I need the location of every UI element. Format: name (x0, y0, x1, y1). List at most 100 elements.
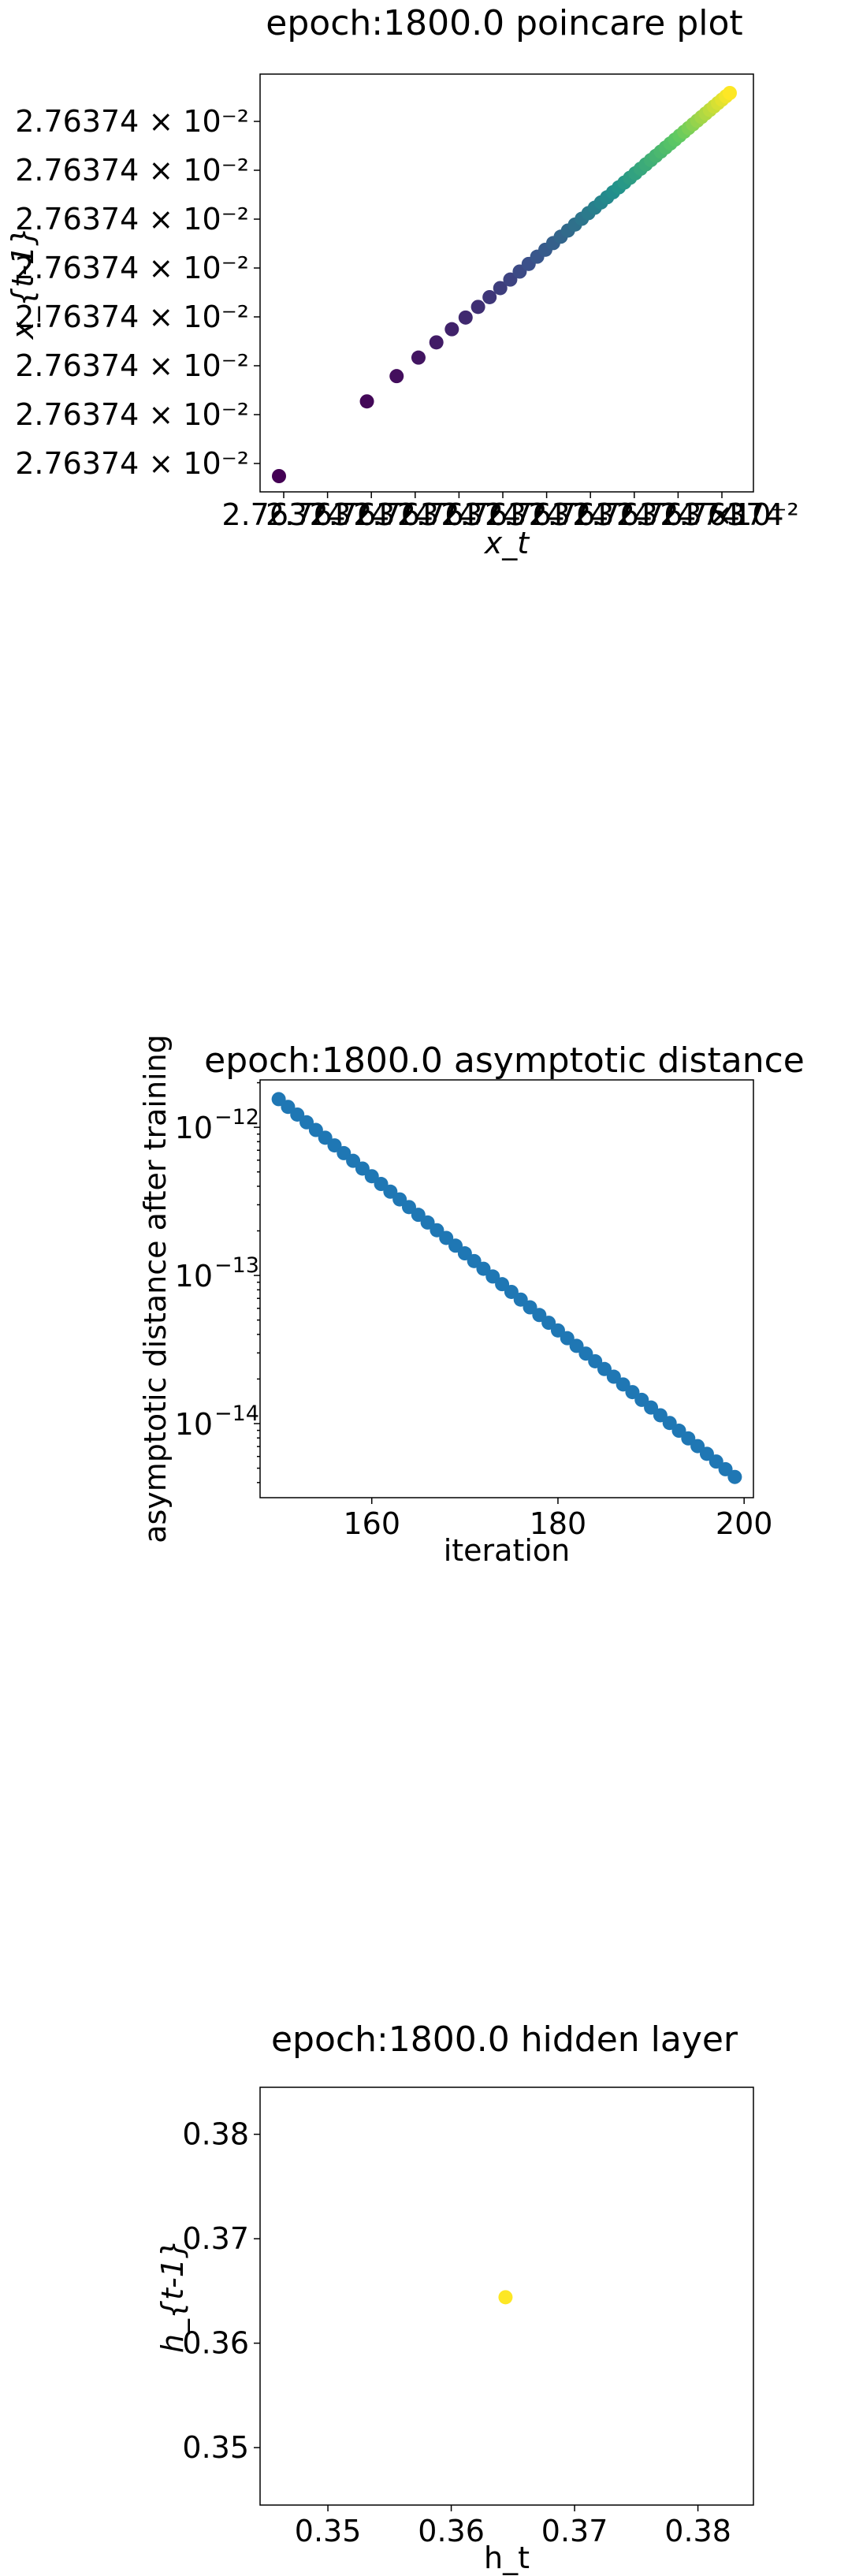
poincare-xtick-label: 2.76374 (310, 497, 433, 532)
poincare-xtick-label: 2.76374 (221, 497, 345, 532)
asymptotic-point (727, 1469, 742, 1484)
poincare-ytick-label: 2.76374 × 10⁻² (15, 348, 249, 383)
poincare-point (411, 350, 426, 365)
asymptotic-point (504, 1284, 519, 1299)
asymptotic-point (374, 1177, 389, 1192)
asymptotic-point (718, 1461, 733, 1476)
poincare-y-ticks: 2.76374 × 10⁻² 2.76374 × 10⁻² 2.76374 × 10… (15, 104, 260, 481)
asymptotic-point (327, 1138, 342, 1153)
poincare-xlabel: x_t (484, 526, 530, 560)
asymptotic-point (662, 1416, 677, 1431)
hidden-point (498, 2290, 513, 2305)
asymptotic-point (569, 1338, 584, 1353)
hidden-points (498, 2290, 513, 2305)
hidden-y-ticks: 0.35 0.36 0.37 0.38 (182, 2117, 260, 2465)
asymptotic-points (271, 1092, 742, 1484)
asymptotic-point (616, 1377, 630, 1392)
asymptotic-point (495, 1277, 510, 1292)
poincare-point (723, 86, 737, 100)
poincare-point (272, 469, 286, 483)
poincare-ytick-label: 2.76374 × 10⁻² (15, 104, 249, 139)
asymptotic-point (485, 1269, 500, 1284)
asymptotic-point (281, 1100, 296, 1115)
asymptotic-ytick-exponent: −14 (214, 1402, 259, 1426)
poincare-chart: epoch:1800.0 poincare plot 2.76374 × 10⁻… (6, 3, 799, 560)
asymptotic-point (383, 1184, 398, 1199)
asymptotic-point (439, 1230, 454, 1245)
poincare-point (389, 369, 404, 384)
asymptotic-point (448, 1238, 463, 1253)
asymptotic-point (597, 1361, 612, 1376)
asymptotic-point (271, 1092, 286, 1107)
hidden-x-ticks: 0.35 0.36 0.37 0.38 (295, 2505, 731, 2548)
asymptotic-point (699, 1446, 714, 1461)
asymptotic-point (355, 1161, 370, 1176)
asymptotic-point (411, 1208, 426, 1223)
asymptotic-point (550, 1323, 565, 1338)
poincare-points (272, 86, 737, 483)
asymptotic-point (430, 1223, 444, 1238)
asymptotic-chart: epoch:1800.0 asymptotic distance 10 −1210… (138, 1034, 805, 1568)
poincare-xtick-label: 2.76374 (572, 497, 696, 532)
asymptotic-point (681, 1431, 696, 1446)
poincare-xtick-label: 2.76374 (353, 497, 477, 532)
hidden-ytick-label: 0.38 (182, 2117, 249, 2152)
poincare-ytick-label: 2.76374 × 10⁻² (15, 397, 249, 432)
poincare-ytick-label: 2.76374 × 10⁻² (15, 153, 249, 188)
asymptotic-point (541, 1316, 556, 1331)
asymptotic-point (588, 1353, 603, 1368)
hidden-xtick-label: 0.35 (295, 2514, 362, 2548)
poincare-ytick-label: 2.76374 × 10⁻² (15, 300, 249, 334)
asymptotic-plot-area (259, 1079, 754, 1498)
poincare-xtick-label: 2.76374 (266, 497, 389, 532)
asymptotic-point (346, 1153, 361, 1168)
poincare-ytick-label: 2.76374 × 10⁻² (15, 251, 249, 285)
asymptotic-point (364, 1169, 379, 1184)
asymptotic-point (308, 1122, 323, 1137)
hidden-xtick-label: 0.38 (664, 2514, 731, 2548)
poincare-point (429, 335, 444, 350)
poincare-point (482, 289, 497, 304)
poincare-x-scale-label: ×10⁻² (708, 497, 798, 532)
hidden-xtick-label: 0.36 (418, 2514, 485, 2548)
asymptotic-point (644, 1400, 659, 1415)
hidden-xtick-label: 0.37 (541, 2514, 608, 2548)
asymptotic-point (709, 1454, 723, 1469)
asymptotic-point (606, 1369, 621, 1384)
asymptotic-ytick-label: 10 (175, 1259, 213, 1294)
asymptotic-ytick-label: 10 (175, 1111, 213, 1145)
asymptotic-xtick-label: 180 (530, 1506, 587, 1541)
asymptotic-point (671, 1424, 686, 1439)
hidden-ytick-label: 0.36 (182, 2326, 249, 2361)
asymptotic-point (467, 1253, 482, 1268)
asymptotic-point (578, 1346, 593, 1361)
asymptotic-point (392, 1192, 407, 1207)
asymptotic-xtick-label: 160 (343, 1506, 400, 1541)
poincare-xtick-label: 2.76374 (441, 497, 564, 532)
asymptotic-point (523, 1300, 537, 1315)
asymptotic-x-ticks: 160 180 200 (343, 1498, 772, 1541)
hidden-plot-area (259, 2086, 754, 2506)
asymptotic-xlabel: iteration (444, 1533, 571, 1568)
poincare-point (458, 310, 473, 325)
asymptotic-point (318, 1130, 333, 1145)
poincare-ylabel: x_{t-1} (6, 227, 40, 341)
asymptotic-point (476, 1261, 491, 1276)
asymptotic-point (532, 1308, 547, 1323)
poincare-point (444, 322, 459, 337)
poincare-ytick-label: 2.76374 × 10⁻² (15, 202, 249, 236)
poincare-xtick-label: 2.76374 (397, 497, 521, 532)
asymptotic-point (690, 1439, 705, 1454)
asymptotic-point (457, 1246, 472, 1261)
poincare-xtick-label: 2.76374 (616, 497, 740, 532)
poincare-ytick-label: 2.76374 × 10⁻² (15, 446, 249, 481)
hidden-layer-chart: epoch:1800.0 hidden layer 0.35 0.36 0.37 0.… (155, 2019, 754, 2575)
asymptotic-point (290, 1107, 305, 1122)
poincare-point (359, 394, 374, 409)
asymptotic-point (420, 1215, 435, 1230)
hidden-title: epoch:1800.0 hidden layer (271, 2019, 738, 2060)
poincare-x-ticks: 2.763742.763742.763742.763742.763742.763… (221, 492, 784, 532)
asymptotic-point (513, 1292, 528, 1307)
asymptotic-title: epoch:1800.0 asymptotic distance (204, 1040, 805, 1081)
